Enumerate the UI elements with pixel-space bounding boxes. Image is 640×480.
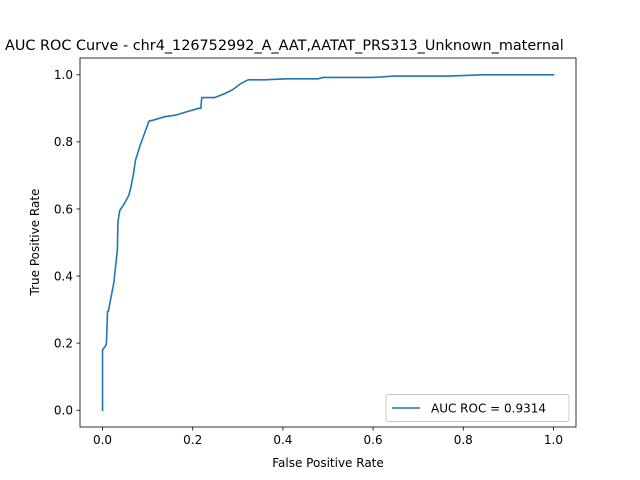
y-axis-ticks: 0.0 0.2 0.4 0.6 0.8 1.0 (54, 68, 80, 418)
y-tick-label: 1.0 (54, 68, 73, 82)
y-tick-label: 0.6 (54, 202, 73, 216)
plot-frame (79, 57, 577, 428)
y-axis-label: True Positive Rate (28, 189, 42, 297)
plot-area (79, 57, 577, 428)
y-tick-label: 0.8 (54, 135, 73, 149)
x-tick-label: 0.4 (273, 433, 292, 447)
legend-box (385, 394, 570, 422)
legend-label: AUC ROC = 0.9314 (431, 402, 546, 416)
chart-title: AUC ROC Curve - chr4_126752992_A_AAT,AAT… (5, 38, 564, 54)
y-tick-label: 0.4 (54, 269, 73, 283)
x-tick-label: 0.0 (93, 433, 112, 447)
x-tick-label: 0.6 (364, 433, 383, 447)
x-tick-label: 0.8 (454, 433, 473, 447)
x-tick-label: 0.2 (183, 433, 202, 447)
roc-curve-line (101, 73, 555, 412)
x-axis-label: False Positive Rate (272, 456, 384, 470)
y-tick-label: 0.0 (54, 404, 73, 418)
series-layer (101, 73, 555, 412)
x-tick-label: 1.0 (544, 433, 563, 447)
x-axis-ticks: 0.0 0.2 0.4 0.6 0.8 1.0 (93, 427, 563, 447)
y-tick-label: 0.2 (54, 336, 73, 350)
legend: AUC ROC = 0.9314 (385, 394, 570, 422)
